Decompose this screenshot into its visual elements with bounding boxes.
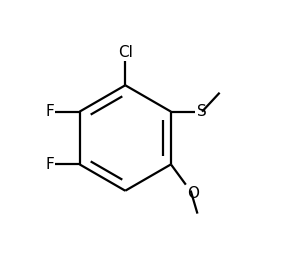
Text: F: F	[45, 157, 54, 172]
Text: S: S	[197, 104, 206, 119]
Text: Cl: Cl	[118, 44, 133, 60]
Text: F: F	[45, 104, 54, 119]
Text: O: O	[187, 186, 199, 201]
